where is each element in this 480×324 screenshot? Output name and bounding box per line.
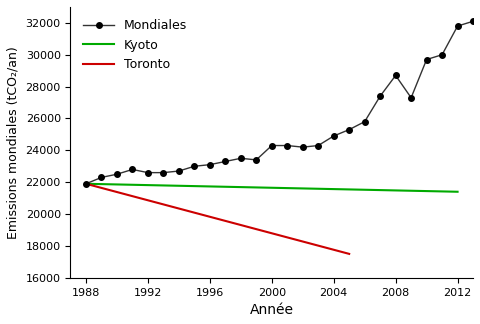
Mondiales (207, 163, 213, 167)
Mondiales (408, 96, 414, 100)
Mondiales (439, 53, 445, 57)
Mondiales (176, 169, 182, 173)
Mondiales (269, 144, 275, 147)
Mondiales (160, 171, 166, 175)
Mondiales (130, 168, 135, 171)
Mondiales (238, 156, 244, 160)
Mondiales (315, 144, 321, 147)
Mondiales (455, 24, 460, 28)
Mondiales (470, 19, 476, 23)
Line: Mondiales: Mondiales (83, 18, 476, 187)
Mondiales (222, 159, 228, 163)
Mondiales (192, 164, 197, 168)
Mondiales (331, 134, 336, 138)
X-axis label: Année: Année (250, 303, 294, 317)
Mondiales (145, 171, 151, 175)
Mondiales (98, 176, 104, 179)
Legend: Mondiales, Kyoto, Toronto: Mondiales, Kyoto, Toronto (77, 13, 194, 77)
Toronto (346, 252, 352, 256)
Line: Toronto: Toronto (86, 184, 349, 254)
Y-axis label: Emissions mondiales (tCO₂/an): Emissions mondiales (tCO₂/an) (7, 46, 20, 239)
Mondiales (114, 172, 120, 176)
Mondiales (284, 144, 290, 147)
Mondiales (253, 158, 259, 162)
Mondiales (393, 74, 398, 77)
Mondiales (424, 58, 430, 62)
Mondiales (346, 128, 352, 132)
Mondiales (362, 120, 368, 123)
Mondiales (83, 182, 89, 186)
Mondiales (300, 145, 306, 149)
Toronto (83, 182, 89, 186)
Mondiales (377, 94, 383, 98)
